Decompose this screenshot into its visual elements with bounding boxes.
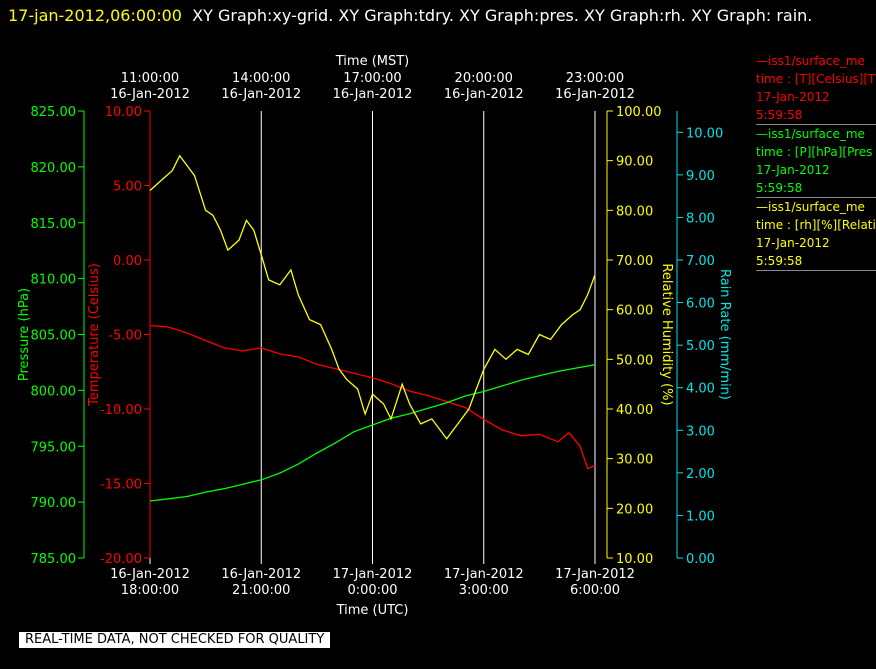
x-top-tick-label-time: 17:00:00: [343, 71, 401, 86]
rh-tick-label: 60.00: [616, 304, 653, 319]
legend-desc: time : [P][hPa][Pres: [756, 145, 873, 159]
temperature-tick-label: 10.00: [105, 105, 142, 120]
pressure-tick-label: 795.00: [31, 440, 77, 455]
legend-date: 17-Jan-2012: [756, 90, 830, 104]
x-tick-label-date: 16-Jan-2012: [221, 567, 301, 582]
temperature-tick-label: -5.00: [108, 329, 142, 344]
temperature-tick-label: -20.00: [100, 552, 142, 567]
rain-tick-label: 6.00: [686, 297, 715, 312]
rain-tick-label: 10.00: [686, 126, 723, 141]
x-top-tick-label-date: 16-Jan-2012: [555, 87, 635, 102]
x-tick-label-time: 0:00:00: [347, 583, 397, 598]
legend-name: —iss1/surface_me: [756, 200, 865, 214]
x-top-tick-label-time: 23:00:00: [566, 71, 624, 86]
x-tick-label-date: 17-Jan-2012: [333, 567, 413, 582]
rh-tick-label: 70.00: [616, 254, 653, 269]
rain-tick-label: 7.00: [686, 254, 715, 269]
pressure-axis-label: Pressure (hPa): [17, 288, 32, 381]
pressure-tick-label: 785.00: [31, 552, 77, 567]
legend-date: 17-Jan-2012: [756, 163, 830, 177]
title-text: XY Graph:xy-grid. XY Graph:tdry. XY Grap…: [192, 6, 813, 25]
series-line-temperature: [149, 324, 596, 470]
x-top-tick-label-date: 16-Jan-2012: [110, 87, 190, 102]
pressure-tick-label: 805.00: [31, 329, 77, 344]
legend-time: 5:59:58: [756, 108, 803, 122]
pressure-tick-label: 810.00: [31, 273, 77, 288]
rain-tick-label: 2.00: [686, 467, 715, 482]
legend-desc: time : [rh][%][Relati: [756, 218, 876, 232]
rh-tick-label: 80.00: [616, 204, 653, 219]
legend-date: 17-Jan-2012: [756, 236, 830, 250]
temperature-tick-label: 5.00: [113, 180, 142, 195]
rain-tick-label: 1.00: [686, 509, 715, 524]
legend-time: 5:59:58: [756, 181, 803, 195]
quality-banner: REAL-TIME DATA, NOT CHECKED FOR QUALITY: [19, 632, 331, 648]
x-tick-label-time: 21:00:00: [232, 583, 290, 598]
legend: —iss1/surface_me time : [T][Celsius][T 17-…: [756, 52, 876, 271]
rain-tick-label: 0.00: [686, 552, 715, 567]
rh-tick-label: 100.00: [616, 105, 662, 120]
legend-name: —iss1/surface_me: [756, 54, 865, 68]
rain-tick-label: 4.00: [686, 382, 715, 397]
x-axis-label-top: Time (MST): [335, 54, 410, 69]
rh-tick-label: 20.00: [616, 502, 653, 517]
x-top-tick-label-time: 14:00:00: [232, 71, 290, 86]
x-tick-label-time: 18:00:00: [121, 583, 179, 598]
pressure-tick-label: 800.00: [31, 384, 77, 399]
x-top-tick-label-date: 16-Jan-2012: [221, 87, 301, 102]
x-tick-label-time: 6:00:00: [570, 583, 620, 598]
rain-tick-label: 9.00: [686, 169, 715, 184]
legend-time: 5:59:58: [756, 254, 803, 268]
x-top-tick-label-date: 16-Jan-2012: [333, 87, 413, 102]
rh-tick-label: 50.00: [616, 353, 653, 368]
rh-tick-label: 40.00: [616, 403, 653, 418]
legend-desc: time : [T][Celsius][T: [756, 72, 876, 86]
rain-tick-label: 8.00: [686, 211, 715, 226]
rh-axis-label: Relative Humidity (%): [659, 263, 674, 405]
x-tick-label-date: 17-Jan-2012: [444, 567, 524, 582]
x-tick-label-time: 3:00:00: [459, 583, 509, 598]
x-top-tick-label-time: 20:00:00: [455, 71, 513, 86]
x-top-tick-label-date: 16-Jan-2012: [444, 87, 524, 102]
pressure-tick-label: 790.00: [31, 496, 77, 511]
temperature-axis-label: Temperature (Celsius): [87, 263, 102, 407]
x-tick-label-date: 16-Jan-2012: [110, 567, 190, 582]
x-axis-label-bottom: Time (UTC): [336, 603, 409, 618]
series-line-pressure: [149, 364, 596, 502]
title-bar: 17-jan-2012,06:00:00 XY Graph:xy-grid. X…: [8, 2, 868, 30]
pressure-tick-label: 815.00: [31, 217, 77, 232]
pressure-tick-label: 820.00: [31, 161, 77, 176]
title-timestamp: 17-jan-2012,06:00:00: [8, 6, 182, 25]
pressure-tick-label: 825.00: [31, 105, 77, 120]
temperature-tick-label: -15.00: [100, 478, 142, 493]
x-top-tick-label-time: 11:00:00: [121, 71, 179, 86]
temperature-tick-label: 0.00: [113, 254, 142, 269]
legend-name: —iss1/surface_me: [756, 127, 865, 141]
rain-tick-label: 3.00: [686, 424, 715, 439]
rh-tick-label: 30.00: [616, 453, 653, 468]
temperature-tick-label: -10.00: [100, 403, 142, 418]
rain-tick-label: 5.00: [686, 339, 715, 354]
rh-tick-label: 90.00: [616, 155, 653, 170]
rh-tick-label: 10.00: [616, 552, 653, 567]
rain-axis-label: Rain Rate (mm/min): [717, 269, 732, 400]
x-tick-label-date: 17-Jan-2012: [555, 567, 635, 582]
series-line-rh: [149, 154, 596, 440]
